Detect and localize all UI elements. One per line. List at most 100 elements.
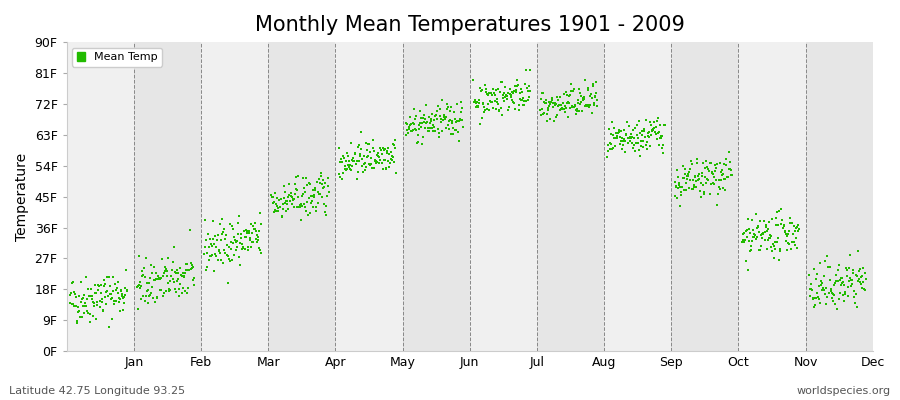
Point: [618, 131, 633, 138]
Text: worldspecies.org: worldspecies.org: [796, 386, 891, 396]
Point: [335, 159, 349, 166]
Point: [410, 126, 424, 133]
Point: [178, 267, 193, 274]
Point: [285, 196, 300, 203]
Point: [297, 185, 311, 191]
Point: [344, 167, 358, 174]
Point: [491, 100, 506, 107]
Point: [157, 270, 171, 276]
Point: [787, 223, 801, 230]
Point: [220, 242, 234, 248]
Point: [544, 99, 559, 106]
Point: [285, 194, 300, 201]
Point: [469, 100, 483, 106]
Point: [787, 238, 801, 245]
Point: [668, 193, 682, 199]
Point: [352, 158, 366, 164]
Point: [176, 272, 191, 279]
Point: [482, 90, 497, 96]
Point: [167, 268, 182, 275]
Point: [112, 295, 126, 301]
Point: [364, 161, 379, 167]
Point: [270, 195, 284, 201]
Point: [176, 270, 190, 276]
Point: [783, 220, 797, 226]
Point: [769, 215, 783, 222]
Point: [744, 243, 759, 249]
Point: [302, 181, 317, 187]
Point: [354, 129, 368, 135]
Point: [184, 262, 199, 268]
Point: [535, 106, 549, 112]
Point: [231, 254, 246, 260]
Point: [114, 287, 129, 294]
Point: [496, 94, 510, 101]
Point: [281, 194, 295, 200]
Point: [636, 144, 651, 151]
Bar: [738, 42, 806, 351]
Point: [790, 224, 805, 230]
Point: [103, 291, 117, 298]
Point: [270, 203, 284, 209]
Point: [699, 164, 714, 171]
Point: [721, 174, 735, 180]
Point: [158, 268, 172, 275]
Point: [629, 132, 643, 138]
Point: [353, 152, 367, 159]
Point: [307, 194, 321, 200]
Point: [437, 114, 452, 120]
Point: [289, 186, 303, 192]
Point: [308, 187, 322, 194]
Point: [652, 142, 666, 148]
Point: [858, 287, 872, 293]
Point: [850, 304, 864, 310]
Point: [620, 119, 634, 125]
Point: [273, 204, 287, 210]
Point: [620, 140, 634, 146]
Point: [216, 229, 230, 236]
Point: [72, 308, 86, 314]
Point: [478, 106, 492, 113]
Point: [333, 159, 347, 166]
Point: [67, 303, 81, 310]
Point: [72, 293, 86, 300]
Point: [856, 264, 870, 271]
Point: [384, 157, 399, 163]
Point: [626, 144, 641, 151]
Point: [422, 120, 436, 126]
Point: [634, 142, 649, 149]
Point: [220, 253, 235, 259]
Point: [208, 233, 222, 239]
Point: [749, 236, 763, 242]
Point: [650, 118, 664, 124]
Point: [716, 171, 730, 177]
Point: [555, 104, 570, 111]
Point: [518, 98, 533, 104]
Point: [179, 261, 194, 267]
Point: [80, 308, 94, 315]
Point: [133, 278, 148, 285]
Point: [823, 277, 837, 283]
Point: [580, 87, 595, 94]
Point: [168, 286, 183, 292]
Point: [305, 186, 320, 193]
Point: [413, 124, 428, 130]
Point: [427, 124, 441, 130]
Point: [158, 288, 173, 294]
Point: [302, 195, 316, 201]
Point: [421, 128, 436, 134]
Point: [760, 226, 775, 232]
Point: [698, 174, 712, 180]
Point: [69, 320, 84, 326]
Point: [556, 100, 571, 106]
Point: [314, 173, 328, 180]
Point: [400, 126, 414, 133]
Point: [611, 130, 625, 137]
Point: [366, 136, 381, 143]
Point: [504, 92, 518, 98]
Point: [370, 152, 384, 158]
Point: [348, 160, 363, 167]
Point: [515, 89, 529, 95]
Point: [446, 120, 460, 126]
Point: [283, 198, 297, 204]
